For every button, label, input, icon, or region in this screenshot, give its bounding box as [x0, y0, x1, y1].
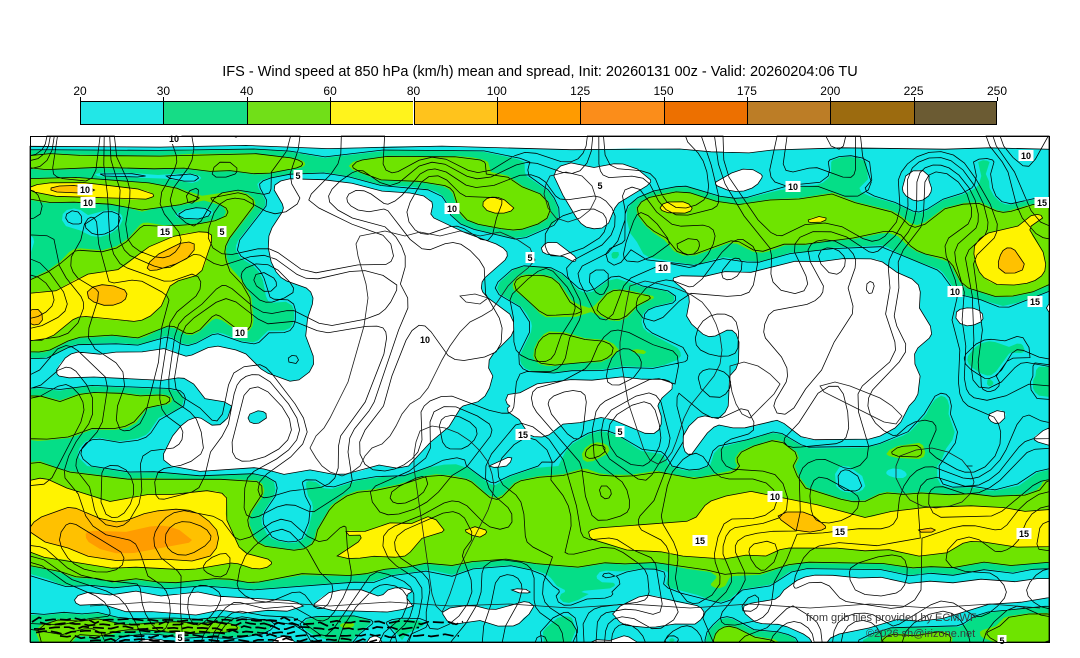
svg-text:15: 15 — [1030, 297, 1040, 307]
svg-text:15: 15 — [1037, 198, 1047, 208]
svg-text:10: 10 — [658, 263, 668, 273]
svg-text:5: 5 — [219, 227, 224, 237]
svg-text:5: 5 — [617, 427, 622, 437]
svg-text:5: 5 — [999, 636, 1004, 646]
svg-text:10: 10 — [420, 335, 430, 345]
svg-text:5: 5 — [295, 171, 300, 181]
svg-text:10: 10 — [788, 182, 798, 192]
svg-text:5: 5 — [527, 253, 532, 263]
svg-text:10: 10 — [235, 328, 245, 338]
svg-text:10: 10 — [447, 204, 457, 214]
svg-text:15: 15 — [695, 536, 705, 546]
svg-text:5: 5 — [177, 633, 182, 643]
svg-text:15: 15 — [518, 430, 528, 440]
svg-text:10: 10 — [1021, 151, 1031, 161]
svg-text:5: 5 — [597, 181, 602, 191]
svg-text:10: 10 — [950, 287, 960, 297]
svg-text:10: 10 — [770, 492, 780, 502]
svg-text:15: 15 — [835, 527, 845, 537]
svg-text:10: 10 — [169, 134, 179, 144]
svg-text:15: 15 — [160, 227, 170, 237]
svg-text:10: 10 — [83, 198, 93, 208]
svg-text:10: 10 — [80, 185, 90, 195]
svg-text:15: 15 — [1019, 529, 1029, 539]
